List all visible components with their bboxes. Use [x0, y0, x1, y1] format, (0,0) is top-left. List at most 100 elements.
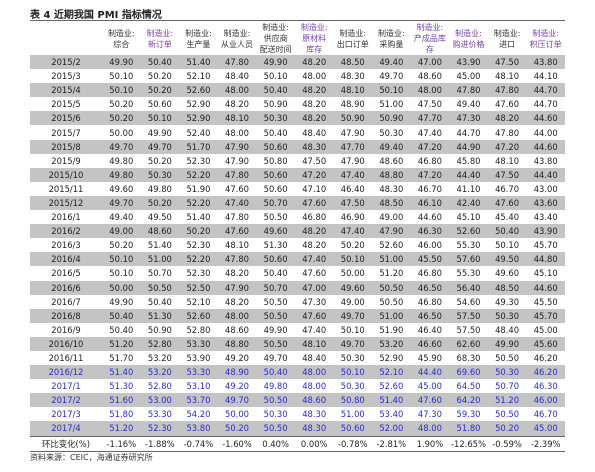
cell: 50.30: [487, 308, 527, 323]
row-label: 2016/5: [51, 268, 81, 279]
cell: 44.60: [526, 280, 565, 295]
row-label: 2016/3: [51, 240, 81, 251]
cell: 50.60: [263, 183, 288, 194]
cell: 50.90: [333, 111, 373, 126]
cell: 47.50: [333, 195, 373, 211]
cell: 50.50: [495, 353, 520, 364]
cell: 46.00: [417, 240, 442, 251]
cell: 49.70: [217, 393, 257, 408]
cell: 46.30: [410, 224, 450, 239]
cell: 49.70: [102, 139, 141, 154]
table-title: 表 4 近期我国 PMI 指标情况: [30, 10, 162, 21]
cell: 50.10: [109, 71, 134, 82]
cell: 48.20: [294, 83, 334, 98]
row-label: 2017/1: [51, 381, 81, 392]
cell: 51.00: [140, 252, 180, 267]
cell: 47.60: [302, 268, 327, 279]
cell: 48.60: [294, 393, 334, 408]
cell: 51.00: [372, 308, 411, 323]
cell: 51.90: [186, 183, 211, 194]
cell: 51.80: [109, 409, 134, 420]
cell: 47.40: [333, 224, 373, 239]
cell: 52.40: [186, 127, 211, 138]
cell: 47.40: [294, 252, 334, 267]
cell: 50.30: [340, 381, 365, 392]
cell: 52.00: [372, 421, 411, 437]
cell: 47.00: [294, 280, 334, 295]
cell: 50.50: [140, 280, 180, 295]
cell: 51.20: [102, 421, 141, 437]
row-label: 2015/3: [51, 71, 81, 82]
row-label: 2015/12: [30, 195, 102, 211]
cell: 47.90: [217, 139, 257, 154]
cell: 51.70: [179, 139, 218, 154]
cell: 50.40: [263, 127, 288, 138]
cell: 50.40: [256, 365, 295, 380]
header-line: 新订单: [147, 39, 172, 49]
cell: 50.20: [140, 195, 180, 211]
header-line: 制造业:: [146, 28, 174, 38]
cell: 51.40: [372, 393, 411, 408]
cell: 48.30: [302, 409, 327, 420]
cell: 51.00: [372, 252, 411, 267]
header-line: 制造业:: [185, 28, 212, 38]
header-cell: 制造业: 生产量: [179, 22, 218, 55]
cell: 48.00: [302, 381, 327, 392]
cell: 46.60: [410, 336, 450, 351]
cell: 47.80: [217, 252, 257, 267]
cell: 48.20: [294, 224, 334, 239]
header-line: 进口: [499, 39, 516, 49]
cell: 50.30: [140, 167, 180, 182]
cell: 51.20: [487, 393, 527, 408]
cell: 53.10: [186, 381, 211, 392]
cell: 47.70: [333, 139, 373, 154]
cell: 50.20: [102, 111, 141, 126]
row-label: 2015/11: [48, 183, 84, 194]
cell: 50.60: [256, 167, 295, 182]
cell: 48.10: [225, 240, 250, 251]
header-line: 从业人员: [221, 39, 254, 49]
cell: 55.30: [456, 268, 481, 279]
cell: 50.20: [140, 83, 180, 98]
cell: 48.10: [333, 83, 373, 98]
cell: 45.90: [417, 353, 442, 364]
rule: [30, 20, 565, 21]
cell: 50.10: [372, 83, 411, 98]
cell: 47.20: [487, 139, 527, 154]
cell: 50.20: [179, 224, 218, 239]
cell: 52.60: [179, 83, 218, 98]
table-row: 2015/7 50.00 49.90 52.40 48.00 50.40 48.40 47.9…: [30, 125, 565, 139]
cell: 50.10: [333, 365, 373, 380]
cell: 50.40: [147, 296, 172, 307]
cell: 52.80: [147, 381, 172, 392]
cell: 52.30: [186, 155, 211, 166]
cell: 57.50: [449, 308, 488, 323]
cell: 49.40: [372, 139, 411, 154]
cell: 52.20: [179, 252, 218, 267]
cell: 47.20: [410, 139, 450, 154]
cell: 44.80: [526, 252, 565, 267]
cell: 50.40: [263, 268, 288, 279]
cell: 53.20: [147, 353, 172, 364]
cell: 49.80: [263, 381, 288, 392]
table-row: 2017/4 51.20 52.30 53.80 50.20 50.50 48.30 50.6…: [30, 421, 565, 437]
cell: 54.20: [186, 409, 211, 420]
cell: 52.90: [179, 111, 218, 126]
table-row: 2016/1 49.40 49.50 51.40 47.80 50.50 46.80 46.9…: [30, 210, 565, 224]
cell: 53.30: [147, 409, 172, 420]
row-label: 2015/2: [30, 55, 102, 70]
cell: 49.00: [102, 224, 141, 239]
cell: 48.20: [225, 296, 250, 307]
cell: 56.40: [449, 280, 488, 295]
cell: 49.60: [495, 268, 520, 279]
cell: 51.40: [147, 240, 172, 251]
cell: 50.50: [372, 280, 411, 295]
table-row: 2016/8 50.40 51.30 52.60 48.00 50.50 47.60 49.7…: [30, 308, 565, 323]
cell: 47.30: [417, 409, 442, 420]
cell: 47.90: [225, 155, 250, 166]
cell: 49.70: [333, 336, 373, 351]
cell: 50.20: [147, 71, 172, 82]
row-label: 2017/2: [30, 393, 102, 408]
cell: 51.40: [179, 55, 218, 70]
cell: 45.70: [526, 308, 565, 323]
